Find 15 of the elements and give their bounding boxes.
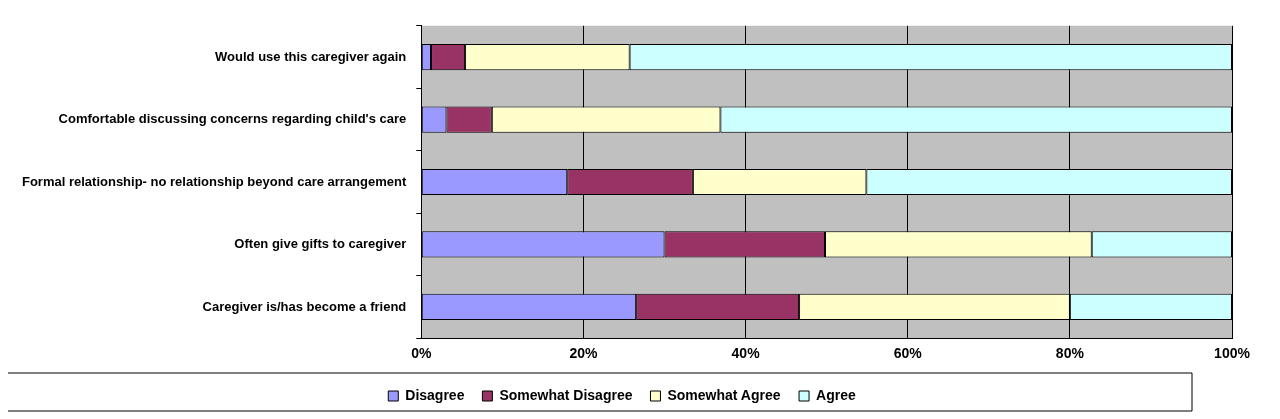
y-tick-label: Often give gifts to caregiver <box>234 236 407 252</box>
y-tick-label: Formal relationship- no relationship beyond care arrangement <box>21 173 407 189</box>
x-tick-label: 100% <box>1214 345 1251 362</box>
y-tick-label: Comfortable discussing concerns regarding child's care <box>58 111 407 127</box>
y-tick-label: Caregiver is/has become a friend <box>202 298 407 314</box>
x-tick-label: 60% <box>893 345 923 362</box>
x-tick-label: 80% <box>1055 345 1085 362</box>
legend-label: Disagree <box>405 386 465 403</box>
x-tick-label: 0% <box>411 345 432 362</box>
legend-label: Somewhat Disagree <box>499 386 633 403</box>
legend-label: Somewhat Agree <box>667 386 781 403</box>
x-tick-label: 20% <box>569 345 598 362</box>
x-tick-label: 40% <box>731 345 761 362</box>
y-tick-label: Would use this caregiver again <box>215 48 407 64</box>
legend-label: Agree <box>816 386 856 403</box>
